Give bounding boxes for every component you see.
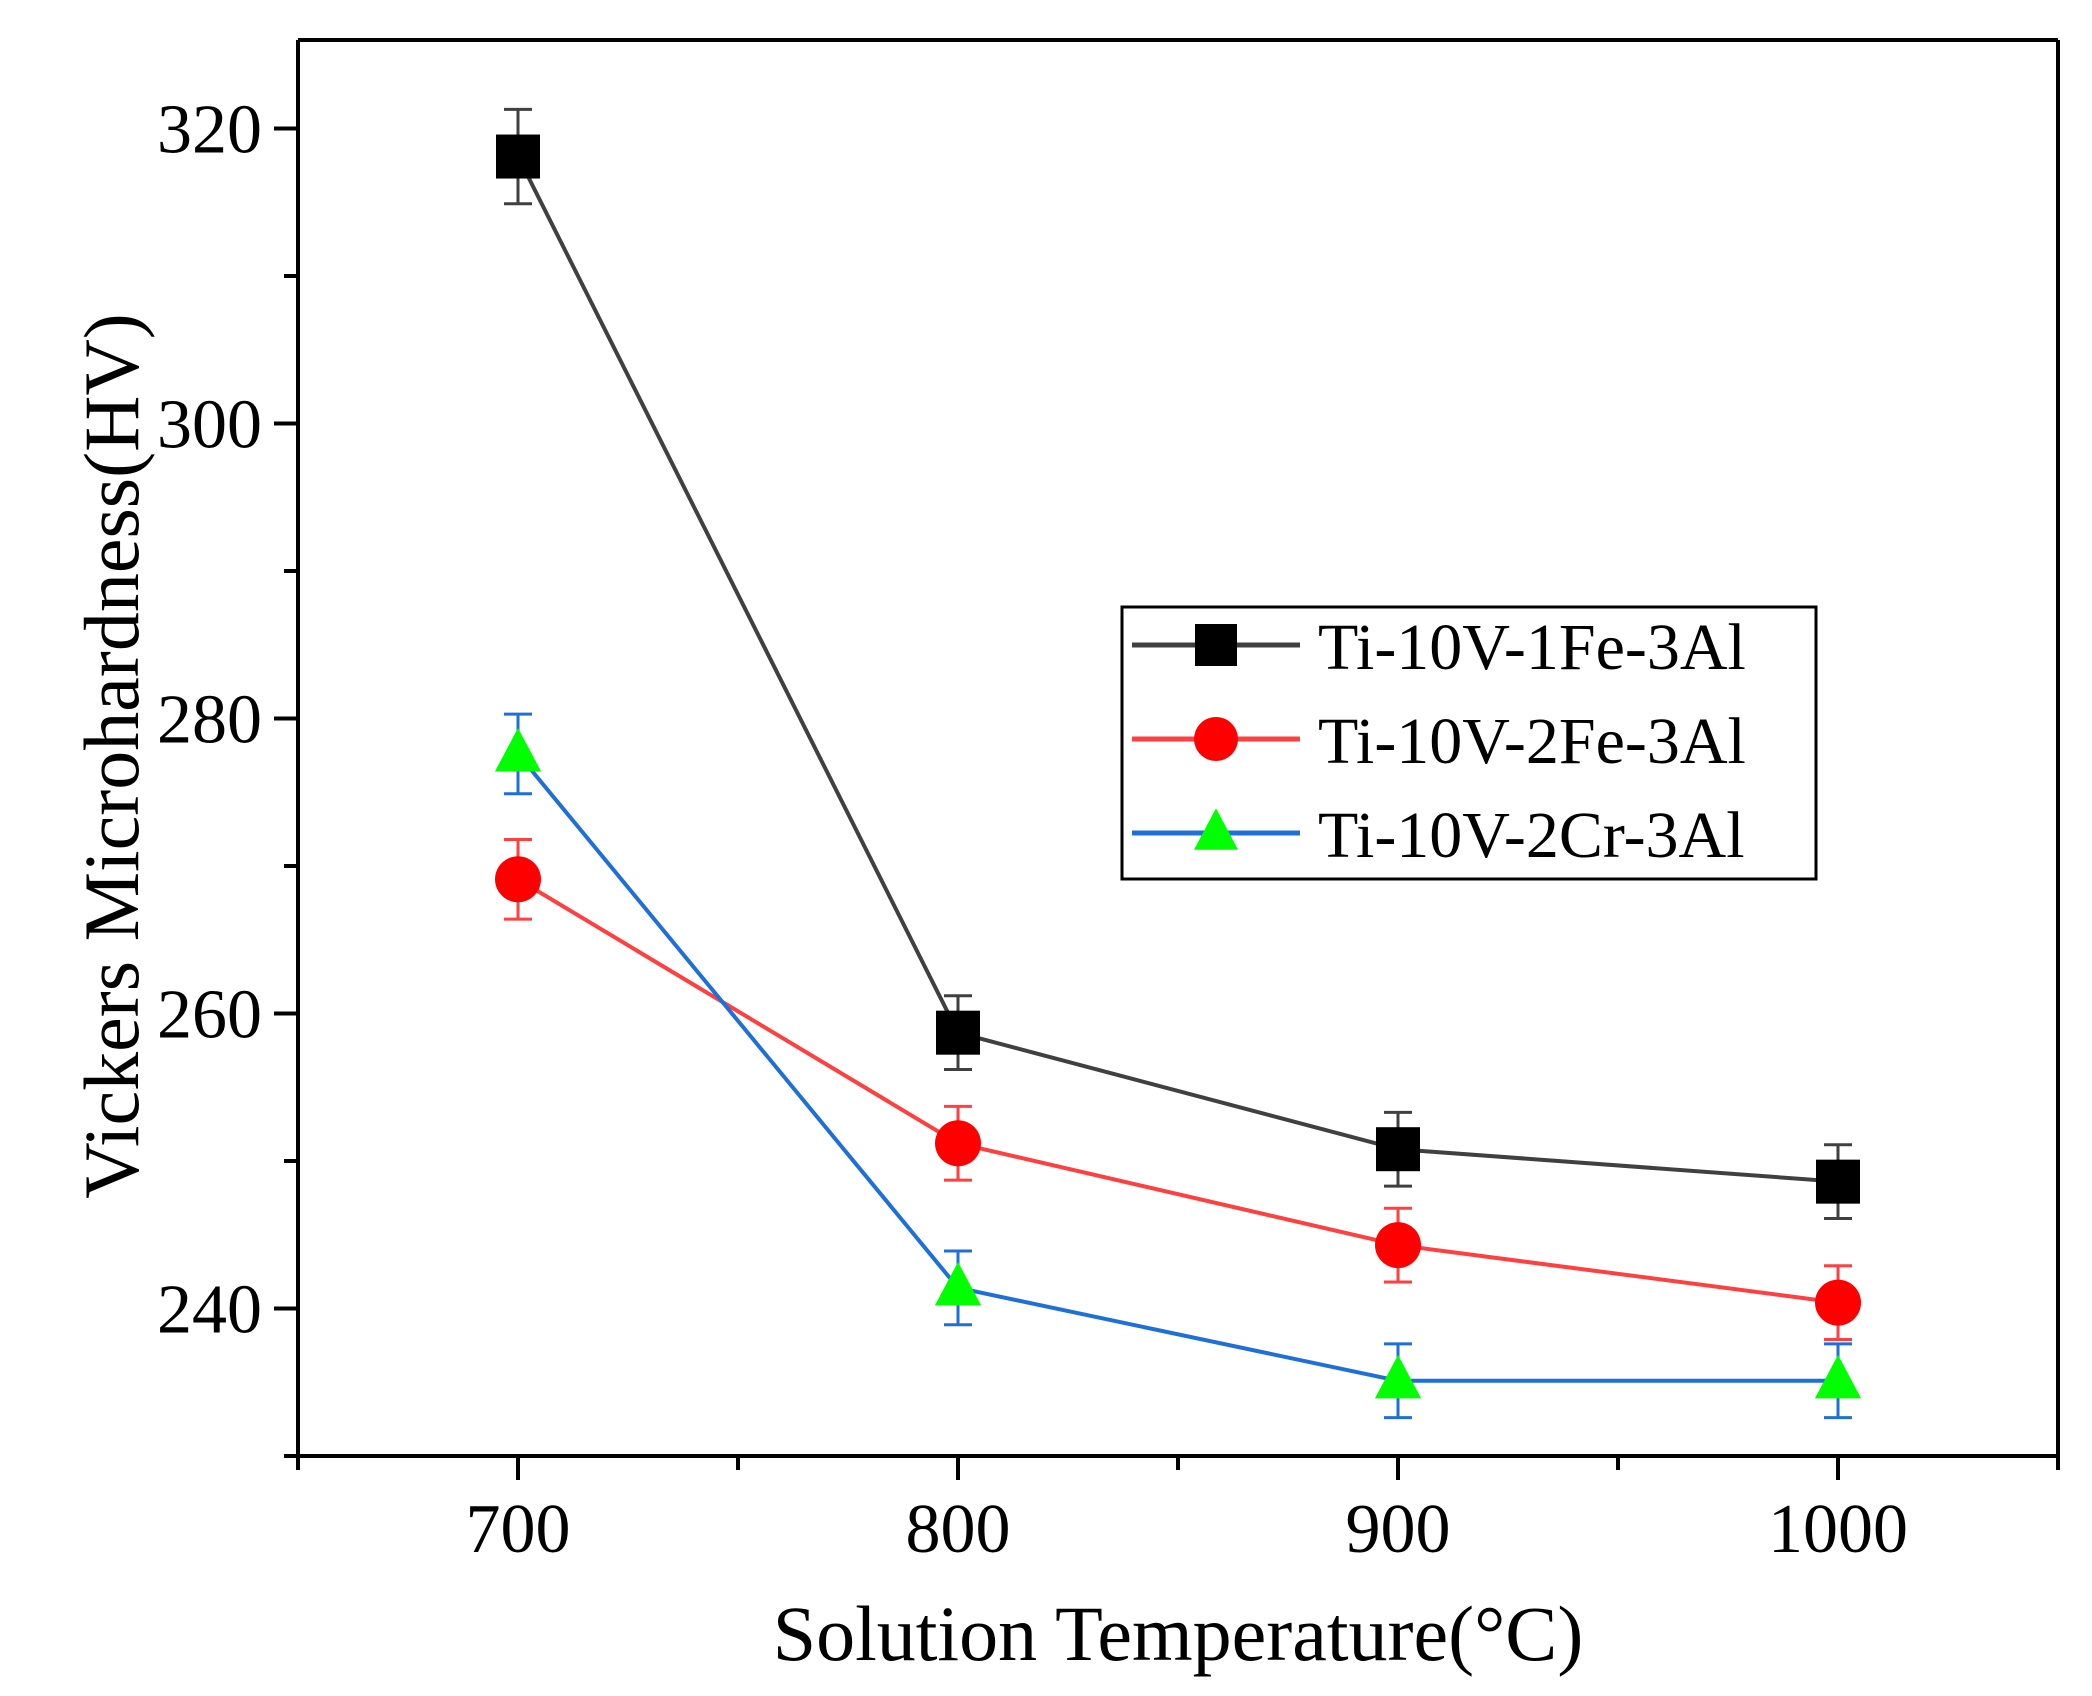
- legend-marker-1: [1194, 717, 1238, 761]
- series-line-2: [516, 752, 1838, 1383]
- x-tick-label-0: 700: [466, 1491, 571, 1568]
- data-point-2-3: [1814, 1354, 1862, 1399]
- data-point-2-0: [494, 727, 542, 772]
- y-tick-label-4: 320: [157, 92, 262, 169]
- y-tick-label-2: 280: [157, 682, 262, 759]
- x-axis-title: Solution Temperature(°C): [773, 1590, 1584, 1677]
- y-tick-label-0: 240: [157, 1272, 262, 1349]
- data-point-1-2: [1375, 1222, 1421, 1269]
- x-tick-label-3: 1000: [1768, 1491, 1908, 1568]
- legend-label-2: Ti-10V-2Cr-3Al: [1318, 799, 1745, 872]
- legend-marker-2: [1193, 808, 1239, 850]
- data-point-1-1: [935, 1120, 981, 1167]
- data-point-2-1: [934, 1261, 982, 1306]
- data-point-0-3: [1816, 1159, 1860, 1204]
- series-line-1: [516, 877, 1839, 1305]
- y-tick-label-3: 300: [157, 387, 262, 464]
- data-point-0-2: [1376, 1127, 1420, 1172]
- x-tick-label-1: 800: [906, 1491, 1011, 1568]
- y-axis-title: Vickers Microhardness(HV): [68, 313, 155, 1199]
- y-tick-label-1: 260: [157, 977, 262, 1054]
- x-tick-label-2: 900: [1346, 1491, 1451, 1568]
- data-point-1-3: [1815, 1279, 1861, 1326]
- data-point-1-0: [495, 856, 541, 903]
- data-point-0-0: [496, 134, 540, 179]
- series-line-0: [516, 155, 1839, 1184]
- data-point-2-2: [1374, 1354, 1422, 1399]
- legend-label-1: Ti-10V-2Fe-3Al: [1318, 705, 1746, 778]
- legend-marker-0: [1195, 624, 1237, 666]
- legend-label-0: Ti-10V-1Fe-3Al: [1318, 611, 1746, 684]
- data-point-0-1: [936, 1010, 980, 1055]
